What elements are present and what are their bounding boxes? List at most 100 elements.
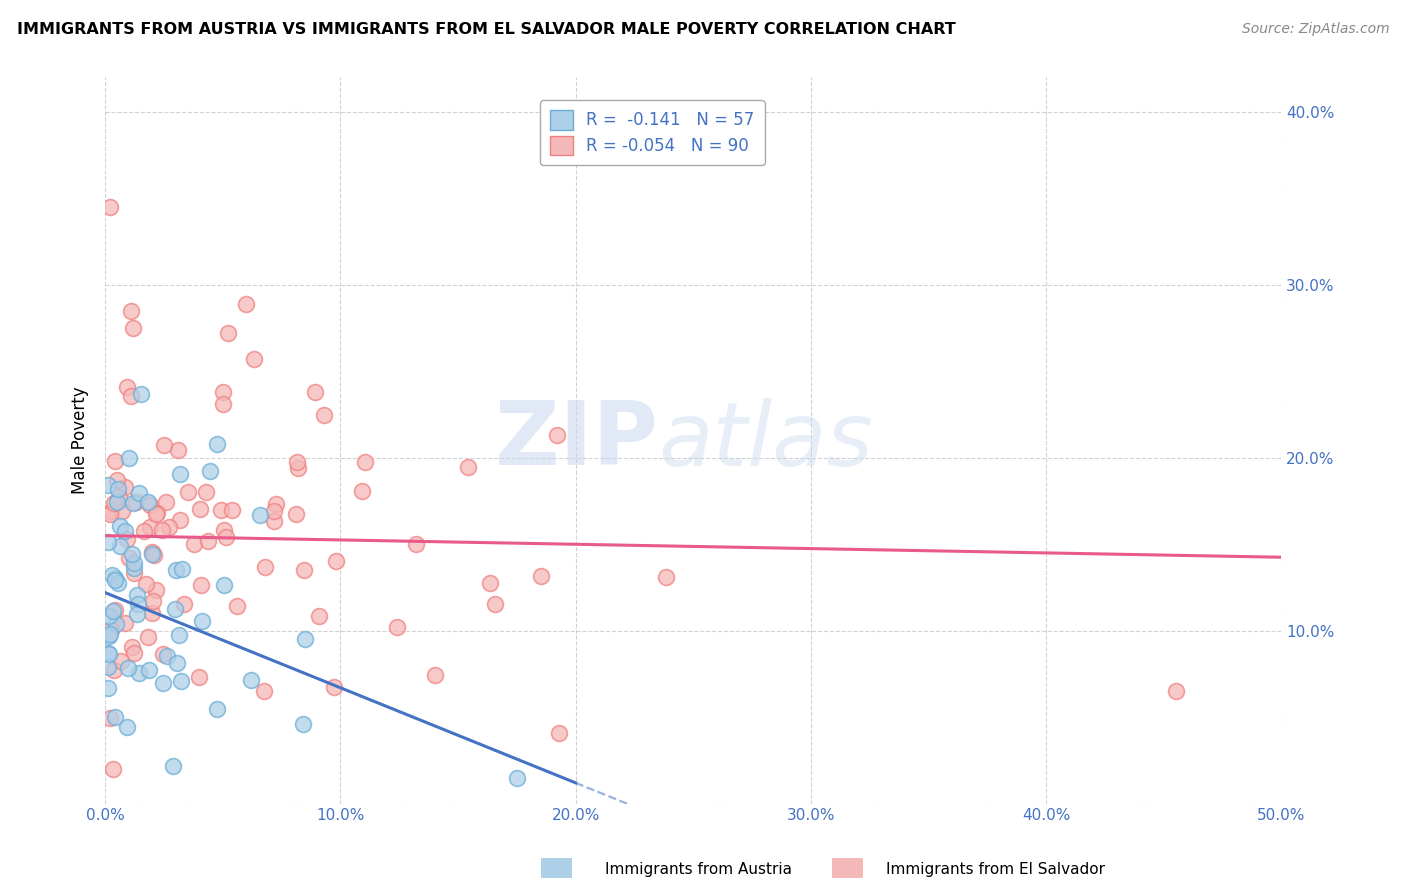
Point [114, 480, 136, 494]
Point [423, 668, 446, 682]
Point [122, 646, 145, 660]
Point [125, 495, 148, 509]
Point [225, 599, 247, 613]
Point [145, 583, 167, 598]
Point [97, 659, 120, 673]
Point [103, 496, 125, 510]
Point [98, 507, 121, 521]
Point [114, 616, 136, 631]
Point [150, 523, 173, 537]
Point [97, 646, 120, 660]
Point [655, 569, 678, 583]
Text: Immigrants from El Salvador: Immigrants from El Salvador [886, 863, 1105, 877]
Point [547, 726, 569, 740]
Point [191, 615, 214, 629]
Point [105, 495, 128, 509]
Point [97, 477, 120, 491]
Point [98, 711, 121, 725]
Point [104, 454, 127, 468]
Point [169, 513, 191, 527]
Point [169, 467, 191, 481]
Point [215, 530, 238, 544]
Point [115, 533, 138, 547]
Point [291, 717, 314, 731]
Point [107, 482, 129, 496]
Point [325, 554, 347, 568]
Point [308, 608, 330, 623]
Point [139, 520, 162, 534]
Point [385, 620, 408, 634]
FancyBboxPatch shape [824, 853, 872, 883]
Text: Source: ZipAtlas.com: Source: ZipAtlas.com [1241, 22, 1389, 37]
Point [170, 673, 193, 688]
Point [145, 508, 167, 522]
Point [108, 519, 131, 533]
Point [142, 548, 165, 562]
Point [114, 524, 136, 538]
Point [122, 321, 145, 335]
Point [98, 200, 121, 214]
Point [118, 451, 141, 466]
Point [153, 437, 176, 451]
Point [292, 564, 315, 578]
Point [352, 483, 374, 498]
Point [162, 759, 184, 773]
Point [183, 537, 205, 551]
Point [142, 594, 165, 608]
Point [165, 602, 187, 616]
Point [135, 577, 157, 591]
Point [107, 491, 129, 505]
Point [195, 485, 218, 500]
Point [322, 680, 344, 694]
Point [165, 563, 187, 577]
Point [212, 523, 235, 537]
Point [217, 326, 239, 341]
Point [122, 561, 145, 575]
Point [478, 575, 501, 590]
Point [205, 702, 228, 716]
Point [117, 660, 139, 674]
Legend: R =  -0.141   N = 57, R = -0.054   N = 90: R = -0.141 N = 57, R = -0.054 N = 90 [540, 100, 765, 165]
Point [312, 409, 335, 423]
Point [205, 437, 228, 451]
Point [118, 551, 141, 566]
Point [98, 609, 121, 624]
Point [506, 771, 529, 785]
Point [285, 508, 308, 522]
Point [97, 534, 120, 549]
Point [156, 649, 179, 664]
Text: Immigrants from Austria: Immigrants from Austria [605, 863, 792, 877]
Point [155, 495, 177, 509]
Point [198, 464, 221, 478]
Point [221, 502, 243, 516]
Point [104, 616, 127, 631]
Y-axis label: Male Poverty: Male Poverty [72, 387, 89, 494]
Point [304, 385, 326, 400]
Point [209, 502, 232, 516]
Point [107, 575, 129, 590]
Point [104, 573, 127, 587]
Point [243, 351, 266, 366]
Point [101, 604, 124, 618]
Point [138, 495, 160, 509]
Point [136, 631, 159, 645]
Point [105, 473, 128, 487]
Point [188, 501, 211, 516]
Point [457, 460, 479, 475]
Point [115, 380, 138, 394]
Point [108, 539, 131, 553]
Point [190, 578, 212, 592]
Point [212, 384, 235, 399]
Point [138, 664, 160, 678]
Point [263, 514, 285, 528]
Point [104, 710, 127, 724]
Point [139, 498, 162, 512]
Point [128, 665, 150, 680]
Point [152, 675, 174, 690]
Point [132, 524, 155, 538]
Point [121, 547, 143, 561]
Point [285, 455, 308, 469]
Text: IMMIGRANTS FROM AUSTRIA VS IMMIGRANTS FROM EL SALVADOR MALE POVERTY CORRELATION : IMMIGRANTS FROM AUSTRIA VS IMMIGRANTS FR… [17, 22, 956, 37]
Point [264, 497, 287, 511]
Point [125, 607, 148, 622]
